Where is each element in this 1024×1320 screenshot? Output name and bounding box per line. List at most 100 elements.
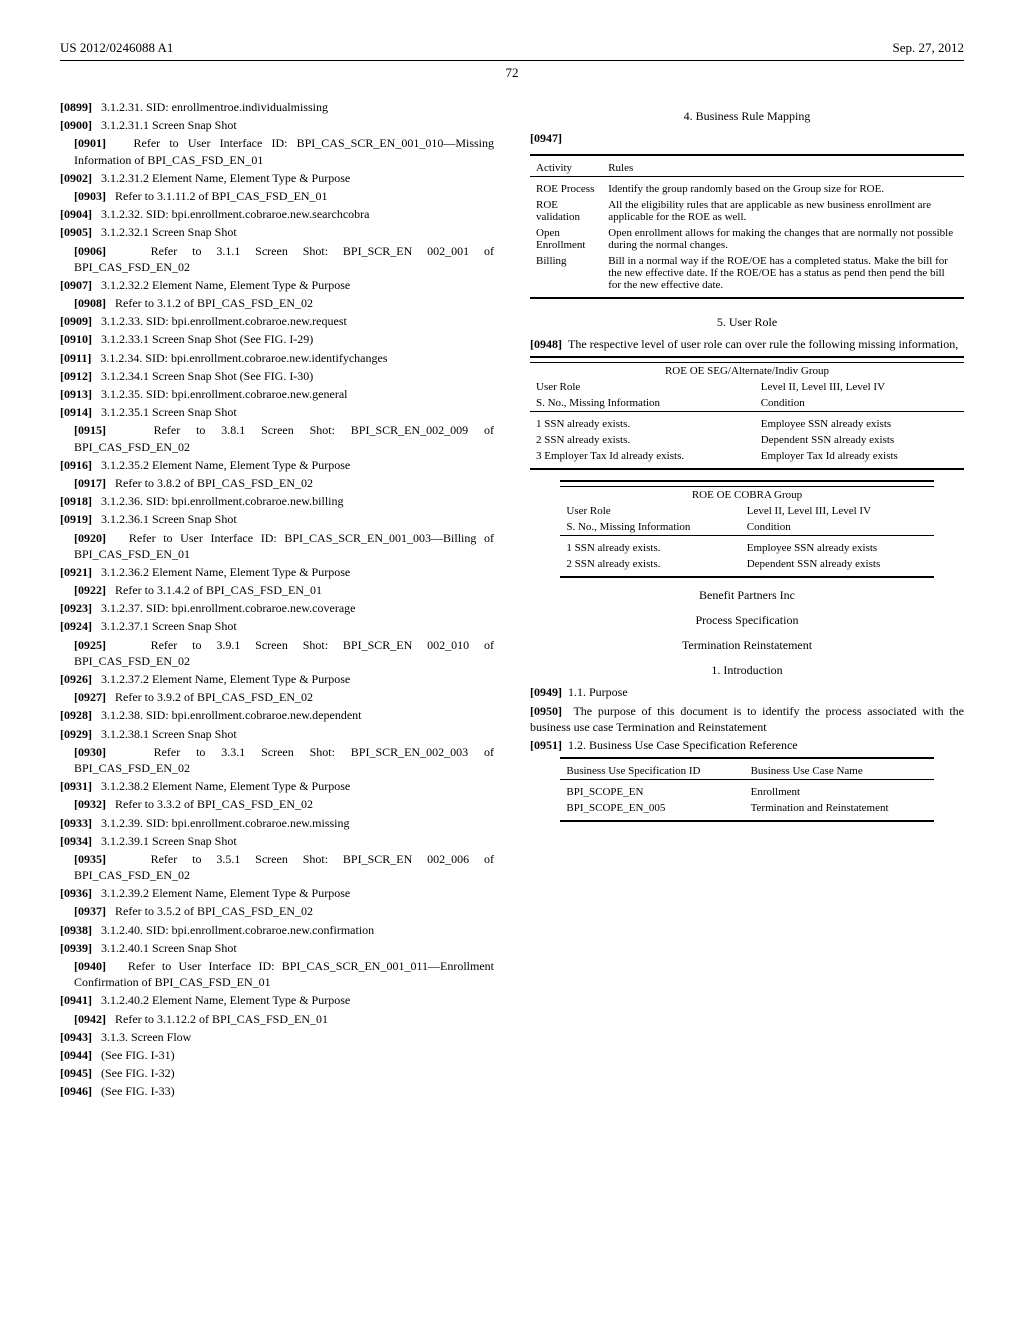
paragraph: [0918] 3.1.2.36. SID: bpi.enrollment.cob… bbox=[60, 493, 494, 509]
para-num: [0935] bbox=[74, 852, 106, 866]
para-num: [0907] bbox=[60, 278, 92, 292]
table-cell: Employee SSN already exists bbox=[755, 416, 964, 432]
paragraph: [0936] 3.1.2.39.2 Element Name, Element … bbox=[60, 885, 494, 901]
para-num: [0946] bbox=[60, 1084, 92, 1098]
para-text: 3.1.2.32. SID: bpi.enrollment.cobraroe.n… bbox=[98, 207, 369, 221]
para-text: 3.1.2.31. SID: enrollmentroe.individualm… bbox=[98, 100, 328, 114]
para-num: [0939] bbox=[60, 941, 92, 955]
paragraph: [0940] Refer to User Interface ID: BPI_C… bbox=[60, 958, 494, 990]
para-num: [0947] bbox=[530, 131, 562, 145]
para-text: Refer to 3.8.2 of BPI_CAS_FSD_EN_02 bbox=[112, 476, 313, 490]
para-num: [0924] bbox=[60, 619, 92, 633]
paragraph: [0944] (See FIG. I-31) bbox=[60, 1047, 494, 1063]
table-cell: Employer Tax Id already exists bbox=[755, 448, 964, 464]
para-num: [0911] bbox=[60, 351, 91, 365]
table-cell: 2 SSN already exists. bbox=[560, 556, 740, 572]
table-cell: Open enrollment allows for making the ch… bbox=[602, 225, 964, 253]
header-right: Sep. 27, 2012 bbox=[893, 40, 965, 56]
paragraph: [0914] 3.1.2.35.1 Screen Snap Shot bbox=[60, 404, 494, 420]
table-row: Open EnrollmentOpen enrollment allows fo… bbox=[530, 225, 964, 253]
para-text: 1.2. Business Use Case Specification Ref… bbox=[568, 738, 798, 752]
para-text: Refer to 3.1.1 Screen Shot: BPI_SCR_EN 0… bbox=[74, 244, 494, 274]
table-cell: 1 SSN already exists. bbox=[560, 540, 740, 556]
paragraph: [0908] Refer to 3.1.2 of BPI_CAS_FSD_EN_… bbox=[60, 295, 494, 311]
section-heading: 1. Introduction bbox=[530, 663, 964, 678]
paragraph: [0910] 3.1.2.33.1 Screen Snap Shot (See … bbox=[60, 331, 494, 347]
para-text: 3.1.2.37.1 Screen Snap Shot bbox=[98, 619, 237, 633]
para-text: 3.1.2.37.2 Element Name, Element Type & … bbox=[98, 672, 350, 686]
table-row: ROE ProcessIdentify the group randomly b… bbox=[530, 181, 964, 197]
table-header: Level II, Level III, Level IV bbox=[741, 503, 934, 519]
paragraph: [0945] (See FIG. I-32) bbox=[60, 1065, 494, 1081]
para-text: 3.1.2.39. SID: bpi.enrollment.cobraroe.n… bbox=[98, 816, 350, 830]
para-num: [0937] bbox=[74, 904, 106, 918]
paragraph: [0902] 3.1.2.31.2 Element Name, Element … bbox=[60, 170, 494, 186]
para-num: [0913] bbox=[60, 387, 92, 401]
paragraph-number: [0947] bbox=[530, 130, 964, 146]
paragraph: [0912] 3.1.2.34.1 Screen Snap Shot (See … bbox=[60, 368, 494, 384]
para-num: [0908] bbox=[74, 296, 106, 310]
para-text: 3.1.2.38.2 Element Name, Element Type & … bbox=[98, 779, 350, 793]
para-text: 3.1.2.31.2 Element Name, Element Type & … bbox=[98, 171, 350, 185]
para-text: Refer to User Interface ID: BPI_CAS_SCR_… bbox=[74, 531, 494, 561]
paragraph: [0911] 3.1.2.34. SID: bpi.enrollment.cob… bbox=[60, 350, 494, 366]
para-num: [0949] bbox=[530, 685, 562, 699]
para-num: [0910] bbox=[60, 332, 92, 346]
para-text: 3.1.2.38. SID: bpi.enrollment.cobraroe.n… bbox=[98, 708, 361, 722]
para-text: 3.1.2.38.1 Screen Snap Shot bbox=[98, 727, 237, 741]
para-num: [0928] bbox=[60, 708, 92, 722]
para-text: 3.1.2.39.2 Element Name, Element Type & … bbox=[98, 886, 350, 900]
paragraph: [0927] Refer to 3.9.2 of BPI_CAS_FSD_EN_… bbox=[60, 689, 494, 705]
paragraph: [0923] 3.1.2.37. SID: bpi.enrollment.cob… bbox=[60, 600, 494, 616]
para-num: [0904] bbox=[60, 207, 92, 221]
header-left: US 2012/0246088 A1 bbox=[60, 40, 173, 56]
para-num: [0938] bbox=[60, 923, 92, 937]
para-num: [0936] bbox=[60, 886, 92, 900]
para-num: [0903] bbox=[74, 189, 106, 203]
para-num: [0916] bbox=[60, 458, 92, 472]
table-subheader: Condition bbox=[741, 519, 934, 536]
paragraph: [0909] 3.1.2.33. SID: bpi.enrollment.cob… bbox=[60, 313, 494, 329]
paragraph: [0935] Refer to 3.5.1 Screen Shot: BPI_S… bbox=[60, 851, 494, 883]
para-text: Refer to 3.1.4.2 of BPI_CAS_FSD_EN_01 bbox=[112, 583, 322, 597]
para-text: (See FIG. I-33) bbox=[98, 1084, 175, 1098]
para-text: 3.1.2.32.2 Element Name, Element Type & … bbox=[98, 278, 350, 292]
table-row: 1 SSN already exists.Employee SSN alread… bbox=[530, 416, 964, 432]
table-title: ROE OE SEG/Alternate/Indiv Group bbox=[530, 363, 964, 380]
para-num: [0950] bbox=[530, 704, 562, 718]
table-header: Business Use Case Name bbox=[745, 763, 934, 780]
paragraph: [0917] Refer to 3.8.2 of BPI_CAS_FSD_EN_… bbox=[60, 475, 494, 491]
para-num: [0945] bbox=[60, 1066, 92, 1080]
paragraph: [0932] Refer to 3.3.2 of BPI_CAS_FSD_EN_… bbox=[60, 796, 494, 812]
para-num: [0941] bbox=[60, 993, 92, 1007]
table-subheader: S. No., Missing Information bbox=[530, 395, 755, 412]
paragraph: [0925] Refer to 3.9.1 Screen Shot: BPI_S… bbox=[60, 637, 494, 669]
paragraph: [0933] 3.1.2.39. SID: bpi.enrollment.cob… bbox=[60, 815, 494, 831]
paragraph: [0920] Refer to User Interface ID: BPI_C… bbox=[60, 530, 494, 562]
para-num: [0899] bbox=[60, 100, 92, 114]
page-header: US 2012/0246088 A1 Sep. 27, 2012 bbox=[60, 40, 964, 61]
roe-seg-table: ROE OE SEG/Alternate/Indiv Group User Ro… bbox=[530, 356, 964, 470]
company-title: Benefit Partners Inc bbox=[530, 588, 964, 603]
para-num: [0905] bbox=[60, 225, 92, 239]
two-column-body: [0899] 3.1.2.31. SID: enrollmentroe.indi… bbox=[60, 99, 964, 1102]
paragraph: [0924] 3.1.2.37.1 Screen Snap Shot bbox=[60, 618, 494, 634]
paragraph: [0905] 3.1.2.32.1 Screen Snap Shot bbox=[60, 224, 494, 240]
table-cell: Termination and Reinstatement bbox=[745, 800, 934, 816]
para-num: [0909] bbox=[60, 314, 92, 328]
para-text: 3.1.2.40.1 Screen Snap Shot bbox=[98, 941, 237, 955]
para-num: [0932] bbox=[74, 797, 106, 811]
para-text: 3.1.2.32.1 Screen Snap Shot bbox=[98, 225, 237, 239]
table-cell: Enrollment bbox=[745, 784, 934, 800]
para-num: [0925] bbox=[74, 638, 106, 652]
para-text: 3.1.2.40. SID: bpi.enrollment.cobraroe.n… bbox=[98, 923, 374, 937]
para-num: [0912] bbox=[60, 369, 92, 383]
table-header: Business Use Specification ID bbox=[560, 763, 744, 780]
table-title: ROE OE COBRA Group bbox=[560, 487, 933, 504]
page-number: 72 bbox=[60, 65, 964, 81]
table-row: 2 SSN already exists.Dependent SSN alrea… bbox=[560, 556, 933, 572]
para-num: [0929] bbox=[60, 727, 92, 741]
para-text: Refer to 3.5.1 Screen Shot: BPI_SCR_EN 0… bbox=[74, 852, 494, 882]
table-cell: Bill in a normal way if the ROE/OE has a… bbox=[602, 253, 964, 293]
paragraph: [0937] Refer to 3.5.2 of BPI_CAS_FSD_EN_… bbox=[60, 903, 494, 919]
